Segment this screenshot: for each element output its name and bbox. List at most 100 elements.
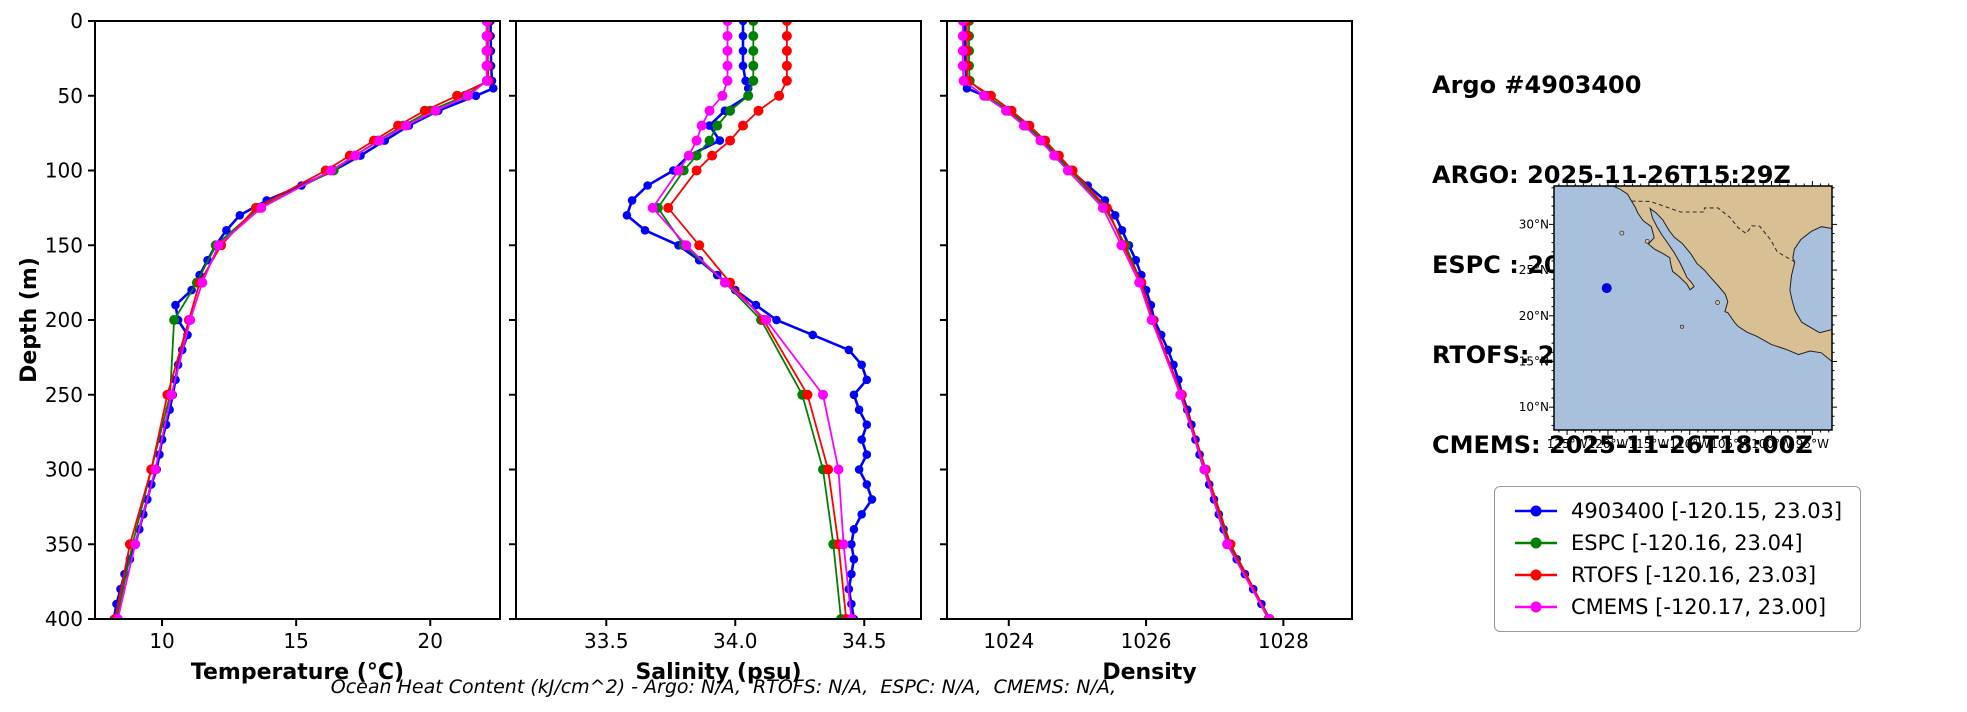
legend-label-rtofs: RTOFS [-120.16, 23.03] <box>1571 563 1817 587</box>
4903400-salinity-marker <box>867 495 877 504</box>
map-lat-tick-label: 15°N <box>1519 354 1549 368</box>
RTOFS-salinity-marker <box>781 75 792 86</box>
x-tick-label: 1024 <box>983 629 1034 653</box>
CMEMS-density-marker <box>1199 464 1210 475</box>
y-tick-label: 100 <box>45 159 83 183</box>
CMEMS-salinity-marker <box>704 105 715 116</box>
x-tick-label: 15 <box>283 629 308 653</box>
CMEMS-salinity-line <box>651 21 853 619</box>
x-tick-label: 33.5 <box>584 629 629 653</box>
CMEMS-density-marker <box>957 21 968 26</box>
CMEMS-density-marker <box>1001 105 1011 116</box>
CMEMS-salinity-marker <box>722 60 733 71</box>
CMEMS-salinity-marker <box>722 45 733 56</box>
y-tick-label: 300 <box>45 458 83 482</box>
4903400-salinity-marker <box>862 480 872 489</box>
RTOFS-salinity-marker <box>691 165 702 176</box>
density-plot-area <box>957 21 1275 619</box>
CMEMS-temperature-marker <box>350 150 361 161</box>
4903400-temperature-marker <box>171 300 180 310</box>
CMEMS-temperature-marker <box>481 60 492 71</box>
RTOFS-salinity-marker <box>707 150 718 161</box>
CMEMS-temperature-marker <box>112 614 123 619</box>
y-tick-label: 150 <box>45 233 83 257</box>
y-tick-label: 200 <box>45 308 83 332</box>
CMEMS-salinity-marker <box>846 614 857 619</box>
CMEMS-temperature-marker <box>430 105 441 116</box>
legend-swatch-cmems <box>1515 601 1557 613</box>
RTOFS-salinity-marker <box>802 389 813 400</box>
4903400-density-marker <box>962 84 972 93</box>
CMEMS-temperature-marker <box>256 202 267 213</box>
legend-item-espc: ESPC [-120.16, 23.04] <box>1513 531 1842 555</box>
4903400-temperature-marker <box>222 226 231 235</box>
RTOFS-salinity-marker <box>725 135 736 146</box>
map-lat-tick-label: 25°N <box>1519 263 1549 277</box>
CMEMS-temperature-marker <box>481 45 492 56</box>
CMEMS-salinity-marker <box>722 31 733 41</box>
4903400-salinity-marker <box>772 315 781 325</box>
RTOFS-salinity-marker <box>781 31 792 41</box>
4903400-salinity-marker <box>847 540 856 549</box>
us-mexico-border <box>1631 200 1796 263</box>
RTOFS-salinity-marker <box>738 120 748 131</box>
map-lon-tick-label: 95°W <box>1796 437 1829 451</box>
4903400-salinity-line <box>625 21 874 619</box>
y-tick-label: 0 <box>70 9 83 33</box>
4903400-temperature-marker <box>489 84 498 93</box>
CMEMS-density-marker <box>979 90 990 101</box>
CMEMS-salinity-marker <box>818 389 828 400</box>
legend-item-argo: 4903400 [-120.15, 23.03] <box>1513 499 1842 523</box>
legend-label-argo: 4903400 [-120.15, 23.03] <box>1571 499 1843 523</box>
4903400-salinity-marker <box>741 76 750 86</box>
location-map: 125°W 120°W 115°W 110°W 105°W 100°W 95°W 30°N 25… <box>1519 181 1837 451</box>
RTOFS-salinity-marker <box>694 240 705 251</box>
4903400-salinity-marker <box>643 181 652 190</box>
RTOFS-salinity-marker <box>774 90 785 101</box>
CMEMS-temperature-marker <box>481 31 492 41</box>
legend-item-cmems: CMEMS [-120.17, 23.00] <box>1513 595 1842 619</box>
float-position-marker <box>1601 283 1612 294</box>
CMEMS-temperature-marker <box>462 90 473 101</box>
CMEMS-temperature-marker <box>374 135 385 146</box>
RTOFS-salinity-marker <box>781 45 792 56</box>
4903400-salinity-marker <box>738 61 748 71</box>
legend-item-rtofs: RTOFS [-120.16, 23.03] <box>1513 563 1842 587</box>
RTOFS-salinity-marker <box>781 21 792 26</box>
4903400-salinity-marker <box>808 330 817 340</box>
4903400-salinity-marker <box>862 450 872 459</box>
x-tick-label: 20 <box>418 629 443 653</box>
x-tick-label: 1028 <box>1258 629 1309 653</box>
4903400-salinity-marker <box>854 405 864 415</box>
ESPC-salinity-marker <box>743 90 754 101</box>
legend-label-cmems: CMEMS [-120.17, 23.00] <box>1571 595 1827 619</box>
CMEMS-temperature-marker <box>185 315 196 325</box>
CMEMS-density-marker <box>957 45 968 56</box>
CMEMS-temperature-marker <box>401 120 412 131</box>
4903400-salinity-marker <box>847 569 856 579</box>
CMEMS-temperature-marker <box>326 165 336 176</box>
4903400-salinity-marker <box>640 226 650 235</box>
island <box>1680 324 1684 329</box>
CMEMS-salinity-marker <box>833 464 844 475</box>
4903400-density-marker <box>1110 211 1120 220</box>
4903400-salinity-marker <box>751 300 761 310</box>
CMEMS-density-marker <box>1035 135 1046 146</box>
map-lon-tick-label: 115°W <box>1628 437 1669 451</box>
ESPC-temperature-marker <box>169 315 180 325</box>
y-tick-label: 250 <box>45 383 83 407</box>
CMEMS-salinity-marker <box>717 90 728 101</box>
ESPC-salinity-marker <box>748 21 759 26</box>
CMEMS-salinity-marker <box>722 75 733 86</box>
land-mexico <box>1612 186 1832 363</box>
CMEMS-density-marker <box>1175 389 1186 400</box>
RTOFS-salinity-marker <box>823 464 834 475</box>
density-axis-label: Density <box>1102 660 1196 685</box>
4903400-salinity-marker <box>738 21 748 26</box>
temperature-axis-label: Temperature (°C) <box>191 660 404 685</box>
CMEMS-salinity-marker <box>722 21 733 26</box>
argo-id-title: Argo #4903400 <box>1432 71 1642 99</box>
CMEMS-density-marker <box>1263 614 1274 619</box>
4903400-salinity-marker <box>857 360 866 370</box>
map-area <box>1554 186 1832 430</box>
